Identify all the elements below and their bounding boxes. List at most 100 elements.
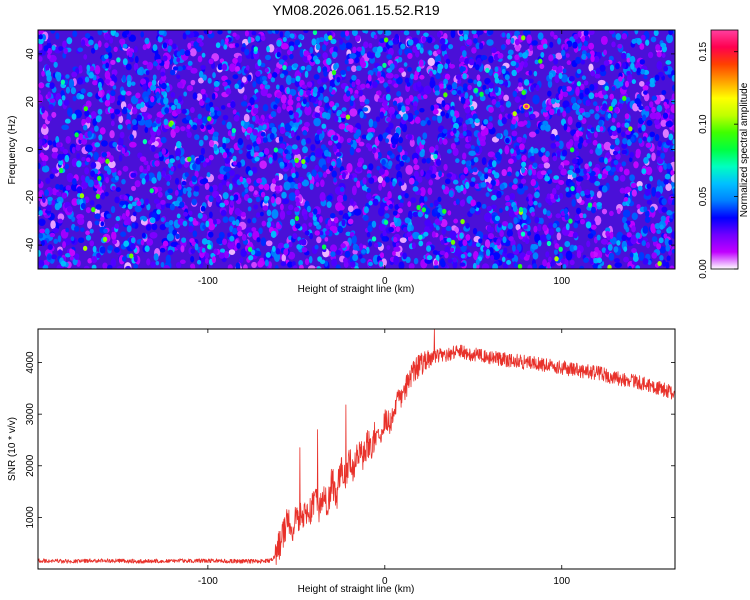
spectrogram-cell xyxy=(196,46,202,53)
spectrogram-cell xyxy=(397,208,403,214)
spectrogram-cell xyxy=(209,106,215,113)
spectrogram-cell xyxy=(118,137,124,145)
spectrogram-cell xyxy=(224,157,231,164)
spectrogram-cell xyxy=(314,112,321,118)
spectrogram-cell xyxy=(406,112,414,122)
spectrogram-cell xyxy=(71,71,78,78)
spectrogram-cell xyxy=(121,147,126,155)
spectrogram-cell xyxy=(418,59,424,67)
spectrogram-cell xyxy=(354,35,361,41)
spectrogram-cell xyxy=(193,185,200,192)
spectrogram-cell xyxy=(47,140,53,146)
spectrogram-cell xyxy=(469,181,476,187)
spectrogram-cell xyxy=(244,187,249,194)
spectrogram-cell xyxy=(140,239,145,246)
spectrogram-cell xyxy=(225,88,232,95)
spectrogram-cell xyxy=(432,104,439,110)
spectrogram-cell xyxy=(273,252,281,263)
spectrogram-cell xyxy=(127,203,133,210)
spectrogram-cell xyxy=(416,66,421,73)
spectrogram-cell xyxy=(385,86,391,93)
spectrogram-cell xyxy=(622,137,628,145)
spectrogram-cell xyxy=(450,30,456,39)
spectrogram-cell xyxy=(139,173,146,180)
spectrogram-cell xyxy=(301,138,307,146)
spectrogram-cell xyxy=(342,257,348,264)
spectrogram-cell xyxy=(546,193,551,200)
spectrogram-cell xyxy=(666,255,671,262)
spectrogram-cell xyxy=(94,213,101,220)
spectrogram-cell xyxy=(200,147,205,155)
spectrogram-cell xyxy=(475,42,481,50)
spectrogram-cell xyxy=(191,241,197,247)
spectrogram-cell xyxy=(43,45,49,52)
spectrogram-cell xyxy=(275,197,282,205)
spectrogram-cell xyxy=(452,260,458,269)
spectrogram-cell xyxy=(102,236,108,242)
spectrogram-cell xyxy=(164,107,170,114)
spectrogram-cell xyxy=(94,43,99,51)
spectrogram-cell xyxy=(182,220,188,227)
spectrogram-cell xyxy=(254,114,260,124)
spectrogram-cell xyxy=(38,138,43,146)
spectrogram-cell xyxy=(146,164,151,172)
spectrogram-cell xyxy=(624,80,629,88)
spectrogram-cell xyxy=(57,249,63,256)
spectrogram-cell xyxy=(530,178,537,187)
spectrogram-cell xyxy=(607,113,612,119)
spectrogram-cell xyxy=(187,60,193,66)
spectrogram-cell xyxy=(628,126,633,132)
spectrogram-cell xyxy=(125,265,132,269)
spectrogram-cell xyxy=(131,185,136,192)
spectrogram-cell xyxy=(550,133,556,141)
spectrogram-cell xyxy=(654,74,660,82)
spectrogram-cell xyxy=(104,99,111,107)
spectrogram-cell xyxy=(139,156,147,162)
spectrogram-cell xyxy=(80,88,86,94)
spectrogram-cell xyxy=(607,244,613,251)
spectrogram-cell xyxy=(492,252,501,261)
spectrogram-cell xyxy=(511,118,517,125)
spectrogram-cell xyxy=(176,103,181,111)
spectrogram-cell xyxy=(282,64,287,71)
spectrogram-cell xyxy=(405,164,414,175)
spectrogram-cell xyxy=(377,206,385,217)
spectrogram-cell xyxy=(626,139,632,147)
spectrogram-cell xyxy=(471,47,477,54)
spectrogram-cell xyxy=(621,234,627,242)
spectrogram-cell xyxy=(407,52,413,59)
spectrogram-cell xyxy=(485,192,490,197)
spectrogram-cell xyxy=(282,36,287,42)
spectrogram-cell xyxy=(593,131,598,138)
spectrogram-cell xyxy=(623,246,628,252)
spectrogram-cell xyxy=(47,115,52,122)
colorbar-tick-label: 0.00 xyxy=(698,259,709,279)
spectrogram-cell xyxy=(304,258,310,266)
spectrogram-cell xyxy=(150,84,157,91)
spectrogram-cell xyxy=(467,84,472,91)
spectrogram-cell xyxy=(314,164,319,171)
spectrogram-cell xyxy=(107,160,116,169)
spectrogram-cell xyxy=(580,45,589,51)
spectrogram-cell xyxy=(617,43,623,49)
spectrogram-cell xyxy=(74,253,80,261)
spectrogram-cell xyxy=(192,220,199,226)
spectrogram-cell xyxy=(374,152,379,159)
spectrogram-cell xyxy=(464,91,469,99)
spectrogram-cell xyxy=(274,264,279,269)
spectrogram-cell xyxy=(612,150,619,156)
spectrogram-cell xyxy=(269,133,275,141)
spectrogram-cell xyxy=(668,30,674,36)
spectrogram-cell xyxy=(349,53,357,59)
spectrogram-cell xyxy=(474,145,480,153)
spectrogram-cell xyxy=(151,144,156,153)
spectrogram-cell xyxy=(65,227,70,233)
spectrogram-cell xyxy=(467,252,472,257)
spectrogram-cell xyxy=(253,46,259,52)
spectrogram-cell xyxy=(283,243,290,249)
spectrogram-cell xyxy=(95,115,102,123)
spectrogram-cell xyxy=(651,227,656,234)
spectrogram-cell xyxy=(146,61,154,71)
spectrogram-cell xyxy=(200,124,205,130)
spectrogram-cell xyxy=(547,256,552,263)
